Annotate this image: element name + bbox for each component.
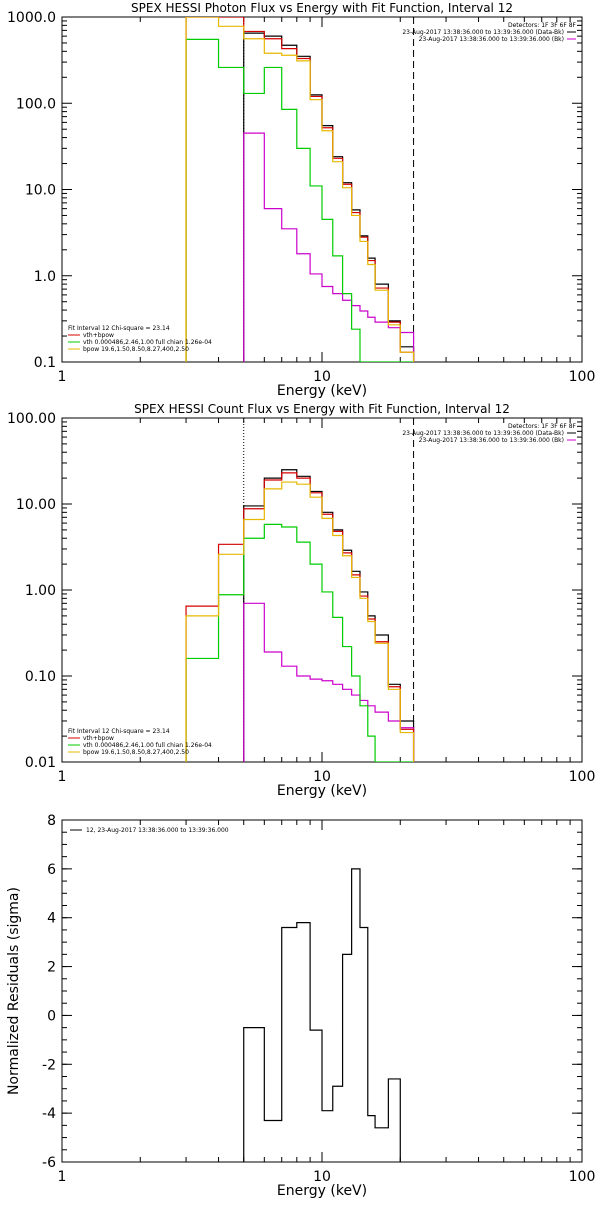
series-2-step-line bbox=[185, 472, 415, 762]
y-tick-label: 0.1 bbox=[34, 355, 56, 371]
y-tick-label: 8 bbox=[47, 813, 56, 829]
x-tick-label: 1 bbox=[58, 1169, 67, 1185]
legend-entry: 12, 23-Aug-2017 13:38:36.000 to 13:39:36… bbox=[86, 827, 229, 834]
y-tick-label: -2 bbox=[42, 1057, 56, 1073]
legend-entry: vth 0.000486,2.46,1.00 full chian 1.26e-… bbox=[83, 742, 212, 749]
header-line: 23-Aug-2017 13:38:36.000 to 13:39:36.000… bbox=[419, 437, 564, 444]
panel-photon-flux: SPEX HESSI Photon Flux vs Energy with Fi… bbox=[7, 1, 595, 399]
x-tick-label: 100 bbox=[569, 369, 596, 385]
y-tick-label: 1.0 bbox=[34, 269, 56, 285]
x-tick-label: 1 bbox=[58, 369, 67, 385]
y-tick-label: -4 bbox=[42, 1106, 56, 1122]
x-axis-label: Energy (keV) bbox=[277, 1183, 367, 1199]
series-3-step-line bbox=[185, 38, 414, 362]
panel-residuals: 1 10 100 -6 -4 -2 0 2 4 6 8 Energy (keV) Normalized … bbox=[6, 813, 595, 1199]
series-2-step-line bbox=[185, 17, 415, 362]
header-line: Detectors: 1F 3F 6F 8F bbox=[508, 423, 577, 430]
legend-entry: vth 0.000486,2.46,1.00 full chian 1.26e-… bbox=[83, 339, 212, 346]
series-1-step-line bbox=[243, 602, 415, 762]
x-tick-label: 10 bbox=[313, 369, 331, 385]
y-tick-label: 2 bbox=[47, 960, 56, 976]
header-line: 23-Aug-2017 13:38:36.000 to 13:39:36.000… bbox=[419, 36, 564, 43]
series-4-step-line bbox=[185, 17, 415, 362]
chart-title: SPEX HESSI Count Flux vs Energy with Fit… bbox=[134, 402, 510, 416]
y-tick-label: 0.01 bbox=[25, 755, 56, 771]
y-tick-label: 6 bbox=[47, 862, 56, 878]
y-tick-label: 1.00 bbox=[25, 583, 56, 599]
x-tick-label: 100 bbox=[569, 1169, 596, 1185]
header-line: Detectors: 1F 3F 6F 8F bbox=[508, 22, 577, 29]
x-tick-label: 10 bbox=[313, 1169, 331, 1185]
y-tick-label: -6 bbox=[42, 1155, 56, 1171]
y-axis-label: Normalized Residuals (sigma) bbox=[6, 887, 22, 1095]
legend-entry: bpow 19.6,1.50,8.50,8.27,400,2.50 bbox=[83, 749, 189, 756]
y-tick-label: 0.10 bbox=[25, 669, 56, 685]
x-axis-label: Energy (keV) bbox=[277, 383, 367, 399]
y-tick-label: 10.0 bbox=[25, 183, 56, 199]
header-line: 23-Aug-2017 13:38:36.000 to 13:39:36.000… bbox=[402, 430, 564, 437]
chart-title: SPEX HESSI Photon Flux vs Energy with Fi… bbox=[131, 1, 513, 15]
legend-entry: vth+bpow bbox=[83, 332, 114, 339]
y-tick-label: 100.00 bbox=[7, 411, 56, 427]
legend-title: Fit Interval 12 Chi-square = 23.14 bbox=[68, 325, 170, 332]
y-tick-label: 100.0 bbox=[16, 96, 56, 112]
y-tick-label: 4 bbox=[47, 911, 56, 927]
legend-title: Fit Interval 12 Chi-square = 23.14 bbox=[68, 728, 170, 735]
series-0-step-line bbox=[243, 868, 401, 1162]
series-4-step-line bbox=[185, 481, 415, 762]
x-tick-label: 100 bbox=[569, 769, 596, 785]
panel-count-flux: SPEX HESSI Count Flux vs Energy with Fit… bbox=[7, 402, 595, 799]
x-tick-label: 1 bbox=[58, 769, 67, 785]
x-tick-label: 10 bbox=[313, 769, 331, 785]
legend-entry: bpow 19.6,1.50,8.50,8.27,400,2.50 bbox=[83, 346, 189, 353]
y-tick-label: 0 bbox=[47, 1008, 56, 1024]
header-line: 23-Aug-2017 13:38:36.000 to 13:39:36.000… bbox=[402, 29, 564, 36]
series-1-step-line bbox=[243, 132, 415, 362]
x-axis-label: Energy (keV) bbox=[277, 783, 367, 799]
legend-entry: vth+bpow bbox=[83, 735, 114, 742]
y-tick-label: 1000.0 bbox=[7, 10, 56, 26]
y-tick-label: 10.00 bbox=[16, 497, 56, 513]
